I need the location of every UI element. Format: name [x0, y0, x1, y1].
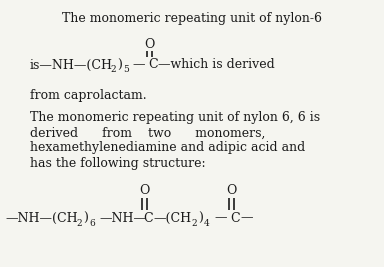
Text: ): ) — [117, 58, 122, 72]
Text: —: — — [214, 211, 227, 225]
Text: 4: 4 — [204, 218, 210, 227]
Text: ): ) — [83, 211, 88, 225]
Text: is—NH—(CH: is—NH—(CH — [30, 58, 113, 72]
Text: The monomeric repeating unit of nylon 6, 6 is: The monomeric repeating unit of nylon 6,… — [30, 112, 320, 124]
Text: —(CH: —(CH — [153, 211, 191, 225]
Text: —: — — [240, 211, 253, 225]
Text: 5: 5 — [123, 65, 129, 74]
Text: O: O — [139, 184, 149, 198]
Text: has the following structure:: has the following structure: — [30, 156, 205, 170]
Text: —NH—(CH: —NH—(CH — [5, 211, 78, 225]
Text: 2: 2 — [191, 218, 197, 227]
Text: —: — — [132, 58, 144, 72]
Text: 2: 2 — [110, 65, 116, 74]
Text: C: C — [143, 211, 152, 225]
Text: O: O — [144, 37, 154, 50]
Text: C: C — [230, 211, 240, 225]
Text: —NH—: —NH— — [99, 211, 146, 225]
Text: C: C — [148, 58, 157, 72]
Text: 6: 6 — [89, 218, 95, 227]
Text: The monomeric repeating unit of nylon-6: The monomeric repeating unit of nylon-6 — [62, 12, 322, 25]
Text: hexamethylenediamine and adipic acid and: hexamethylenediamine and adipic acid and — [30, 142, 305, 155]
Text: from caprolactam.: from caprolactam. — [30, 88, 147, 101]
Text: O: O — [226, 184, 236, 198]
Text: 2: 2 — [76, 218, 82, 227]
Text: —which is derived: —which is derived — [158, 58, 275, 72]
Text: derived      from    two      monomers,: derived from two monomers, — [30, 127, 265, 139]
Text: ): ) — [198, 211, 203, 225]
